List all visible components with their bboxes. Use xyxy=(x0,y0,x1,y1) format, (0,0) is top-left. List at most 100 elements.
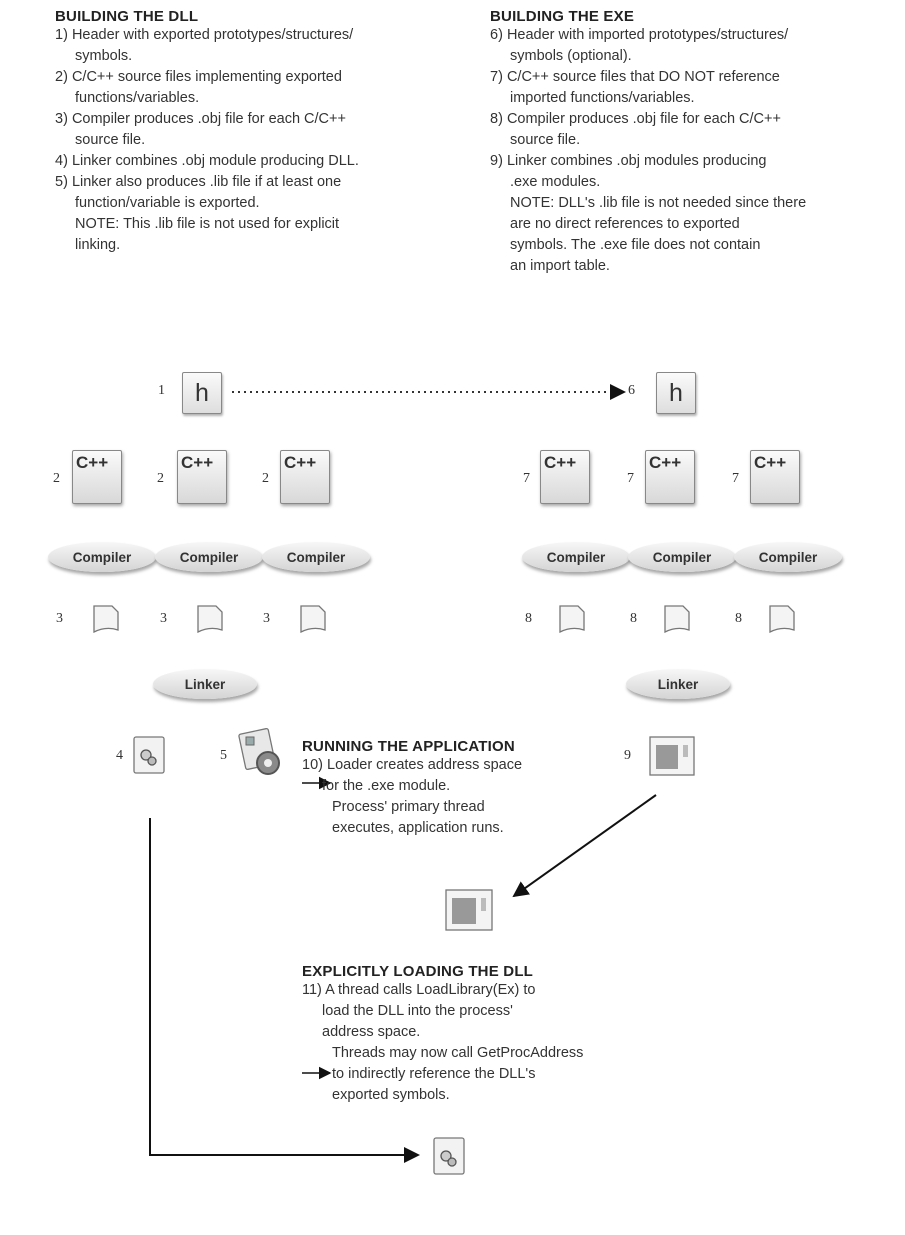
dll-step-4: 4) Linker combines .obj module producing… xyxy=(55,151,455,172)
label-2: 2 xyxy=(157,471,164,486)
lib-file-icon xyxy=(238,727,280,775)
dll-file-icon xyxy=(133,736,165,774)
exe-heading: BUILDING THE EXE xyxy=(490,8,635,25)
cpp-text: C++ xyxy=(76,453,109,472)
step-text: Compiler produces .obj file for each C/C… xyxy=(506,111,781,127)
loaded-dll-icon xyxy=(433,1137,465,1175)
label-2: 2 xyxy=(262,471,269,486)
obj-file-icon xyxy=(769,605,795,634)
label-7: 7 xyxy=(732,471,739,486)
header-file-icon: h xyxy=(182,372,222,414)
compiler-pill: Compiler xyxy=(262,542,370,572)
dll-step-5: 5) Linker also produces .lib file if at … xyxy=(55,172,455,214)
step-text: exported symbols. xyxy=(332,1087,450,1103)
label-8: 8 xyxy=(525,611,532,626)
dll-step-3: 3) Compiler produces .obj file for each … xyxy=(55,109,455,151)
cpp-file-icon: C++ xyxy=(72,450,122,504)
note-line: are no direct references to exported xyxy=(510,216,740,232)
header-file-icon: h xyxy=(656,372,696,414)
label-9: 9 xyxy=(624,748,631,763)
running-arrow-text: Process' primary thread executes, applic… xyxy=(302,797,602,839)
dll-step-2: 2) C/C++ source files implementing expor… xyxy=(55,67,455,109)
dll-step-1: 1) Header with exported prototypes/struc… xyxy=(55,25,455,67)
running-heading: RUNNING THE APPLICATION xyxy=(302,738,515,755)
step-num: 1) xyxy=(55,27,68,43)
running-section: RUNNING THE APPLICATION 10) Loader creat… xyxy=(302,738,602,839)
compiler-pill: Compiler xyxy=(155,542,263,572)
step-text: address space. xyxy=(322,1024,421,1040)
step-text: Loader creates address space xyxy=(327,757,523,773)
running-step-10: 10) Loader creates address space for the… xyxy=(302,755,602,797)
step-text: C/C++ source files that DO NOT reference xyxy=(506,69,780,85)
note-line: symbols. The .exe file does not contain xyxy=(510,237,761,253)
step-num: 4) xyxy=(55,153,68,169)
note-line: NOTE: This .lib file is not used for exp… xyxy=(75,216,340,232)
step-text: Linker combines .obj modules producing xyxy=(506,153,767,169)
header-letter: h xyxy=(195,378,209,407)
label-3: 3 xyxy=(160,611,167,626)
process-exe-icon xyxy=(445,889,493,931)
cpp-file-icon: C++ xyxy=(750,450,800,504)
step-text: source file. xyxy=(510,132,581,148)
cpp-text: C++ xyxy=(284,453,317,472)
step-text: A thread calls LoadLibrary(Ex) to xyxy=(325,982,536,998)
label-8: 8 xyxy=(735,611,742,626)
step-text: source file. xyxy=(75,132,146,148)
label-7: 7 xyxy=(523,471,530,486)
label-5: 5 xyxy=(220,748,227,763)
step-text: function/variable is exported. xyxy=(75,195,260,211)
step-text: Process' primary thread xyxy=(332,799,485,815)
explicit-heading: EXPLICITLY LOADING THE DLL xyxy=(302,963,534,980)
exe-step-8: 8) Compiler produces .obj file for each … xyxy=(490,109,900,151)
step-num: 5) xyxy=(55,174,68,190)
step-text: for the .exe module. xyxy=(322,778,451,794)
step-text: .exe modules. xyxy=(510,174,601,190)
linker-pill: Linker xyxy=(153,669,257,699)
label-8: 8 xyxy=(630,611,637,626)
dll-heading: BUILDING THE DLL xyxy=(55,8,199,25)
label-2: 2 xyxy=(53,471,60,486)
cpp-text: C++ xyxy=(649,453,682,472)
dll-note: NOTE: This .lib file is not used for exp… xyxy=(55,214,455,256)
explicit-step-11: 11) A thread calls LoadLibrary(Ex) to lo… xyxy=(302,980,682,1043)
cpp-file-icon: C++ xyxy=(540,450,590,504)
step-text: to indirectly reference the DLL's xyxy=(332,1066,536,1082)
step-text: Threads may now call GetProcAddress xyxy=(332,1045,584,1061)
step-text: C/C++ source files implementing exported xyxy=(71,69,342,85)
step-text: imported functions/variables. xyxy=(510,90,695,106)
exe-note: NOTE: DLL's .lib file is not needed sinc… xyxy=(490,193,900,277)
linker-pill: Linker xyxy=(626,669,730,699)
label-1: 1 xyxy=(158,383,165,398)
exe-section: BUILDING THE EXE 6) Header with imported… xyxy=(490,8,900,277)
step-text: Header with exported prototypes/structur… xyxy=(71,27,354,43)
step-text: executes, application runs. xyxy=(332,820,504,836)
step-text: functions/variables. xyxy=(75,90,200,106)
explicit-section: EXPLICITLY LOADING THE DLL 11) A thread … xyxy=(302,963,682,1106)
step-num: 6) xyxy=(490,27,503,43)
dll-to-load-arrow xyxy=(149,818,420,1163)
note-line: NOTE: DLL's .lib file is not needed sinc… xyxy=(510,195,807,211)
step-text: Header with imported prototypes/structur… xyxy=(506,27,789,43)
exe-to-process-arrow xyxy=(512,794,657,898)
exe-file-icon xyxy=(649,736,695,776)
step-text: load the DLL into the process' xyxy=(322,1003,513,1019)
compiler-pill: Compiler xyxy=(48,542,156,572)
exe-step-7: 7) C/C++ source files that DO NOT refere… xyxy=(490,67,900,109)
obj-file-icon xyxy=(664,605,690,634)
label-3: 3 xyxy=(263,611,270,626)
compiler-pill: Compiler xyxy=(628,542,736,572)
obj-file-icon xyxy=(559,605,585,634)
step-num: 2) xyxy=(55,69,68,85)
obj-file-icon xyxy=(93,605,119,634)
label-6: 6 xyxy=(628,383,635,398)
label-3: 3 xyxy=(56,611,63,626)
cpp-text: C++ xyxy=(544,453,577,472)
step-num: 7) xyxy=(490,69,503,85)
step-num: 8) xyxy=(490,111,503,127)
note-line: an import table. xyxy=(510,258,610,274)
exe-step-6: 6) Header with imported prototypes/struc… xyxy=(490,25,900,67)
step-num: 10) xyxy=(302,757,323,773)
cpp-file-icon: C++ xyxy=(177,450,227,504)
header-letter: h xyxy=(669,378,683,407)
